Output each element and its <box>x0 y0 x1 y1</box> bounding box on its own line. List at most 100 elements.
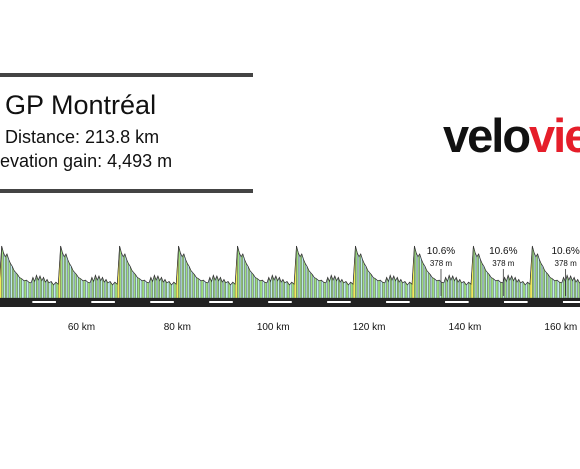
profile-segment <box>198 278 202 299</box>
profile-segment <box>144 279 147 299</box>
profile-segment <box>409 281 413 299</box>
profile-segment <box>481 262 485 299</box>
profile-segment <box>178 245 181 299</box>
profile-outline <box>30 245 91 286</box>
profile-segment <box>72 269 75 299</box>
profile-segment <box>237 245 240 299</box>
profile-segment <box>377 279 381 299</box>
profile-segment <box>78 277 81 299</box>
profile-segment <box>291 281 295 299</box>
annotation-elevation: 378 m <box>555 259 578 268</box>
profile-segment <box>141 279 145 299</box>
profile-segment <box>306 266 310 299</box>
profile-segment <box>137 277 140 299</box>
lap-stripe <box>562 301 580 303</box>
lap-stripe <box>32 301 56 303</box>
profile-segment <box>284 281 288 299</box>
profile-segment <box>497 279 501 299</box>
profile-segment <box>87 281 91 299</box>
profile-outline <box>443 245 503 286</box>
profile-segment <box>1 245 4 299</box>
annotation-elevation: 378 m <box>492 259 515 268</box>
profile-segment <box>421 259 424 299</box>
profile-segment <box>415 252 419 299</box>
profile-segment <box>489 273 492 299</box>
profile-segment <box>434 278 437 299</box>
profile-segment <box>135 273 138 299</box>
profile-segment <box>417 253 420 299</box>
x-tick-label: 160 km <box>544 322 577 333</box>
profile-segment <box>316 278 320 299</box>
profile-segment <box>15 272 18 299</box>
profile-segment <box>80 278 84 299</box>
profile-segment <box>375 278 379 299</box>
profile-segment <box>196 277 199 299</box>
profile-segment <box>124 253 127 299</box>
annotation-gradient: 10.6% <box>551 246 579 257</box>
profile-segment <box>369 272 372 299</box>
profile-segment <box>478 253 481 299</box>
profile-segment <box>552 278 555 299</box>
profile-outline <box>0 245 32 284</box>
profile-segment <box>185 259 188 299</box>
profile-segment <box>360 253 363 299</box>
profile-outline <box>325 245 386 286</box>
profile-segment <box>200 279 204 299</box>
profile-segment <box>308 269 311 299</box>
profile-segment <box>372 277 376 299</box>
profile-segment <box>131 269 134 299</box>
profile-segment <box>430 273 433 299</box>
profile-segment <box>242 253 245 299</box>
climb-annotations: 10.6% 378 m 10.6% 378 m 10.6% 378 m <box>427 246 580 296</box>
profile-segment <box>133 272 136 299</box>
profile-segment <box>414 245 417 299</box>
profile-segment <box>426 269 429 299</box>
profile-segment <box>559 281 562 299</box>
profile-segment <box>495 279 499 299</box>
profile-segment <box>251 272 254 299</box>
profile-segment <box>10 262 13 299</box>
profile-segment <box>312 273 315 299</box>
profile-segment <box>318 279 322 299</box>
lap-stripe <box>445 301 469 303</box>
header-rule-bottom <box>0 189 253 193</box>
profile-segment <box>474 252 478 299</box>
x-tick-label: 80 km <box>164 322 191 333</box>
profile-segment <box>473 245 476 299</box>
profile-segment <box>192 272 195 299</box>
profile-segment <box>556 279 560 299</box>
profile-segment <box>546 272 549 299</box>
profile-segment <box>12 266 15 299</box>
profile-segment <box>249 269 252 299</box>
profile-segment <box>71 266 74 299</box>
profile-segment <box>493 278 496 299</box>
profile-segment <box>82 279 86 299</box>
annotation-gradient: 10.6% <box>489 246 517 257</box>
profile-outline <box>89 245 150 286</box>
profile-segment <box>436 279 440 299</box>
profile-segment <box>379 279 383 299</box>
profile-segment <box>6 253 9 299</box>
profile-segment <box>13 269 17 299</box>
profile-segment <box>74 272 77 299</box>
profile-segment <box>247 266 251 299</box>
profile-segment <box>244 259 247 299</box>
header-rule-top <box>0 73 253 77</box>
profile-segment <box>69 262 72 299</box>
profile-segment <box>483 266 486 299</box>
profile-segment <box>476 253 479 299</box>
profile-segment <box>490 277 494 299</box>
lap-marks <box>32 301 580 303</box>
profile-segment <box>323 281 327 299</box>
profile-segment <box>65 253 68 299</box>
profile-segment <box>187 262 190 299</box>
profile-segment <box>121 252 124 299</box>
profile-segment <box>205 281 209 299</box>
profile-segment <box>122 253 126 299</box>
profile-outline <box>502 245 562 286</box>
lap-stripe <box>268 301 292 303</box>
profile-segment <box>19 277 22 299</box>
profile-segment <box>166 281 170 299</box>
profile-segment <box>313 277 317 299</box>
profile-segment <box>365 266 369 299</box>
